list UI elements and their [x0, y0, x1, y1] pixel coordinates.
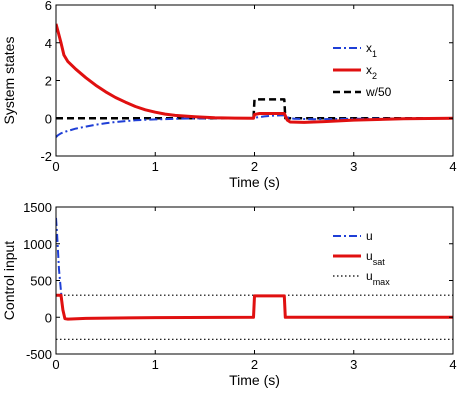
legend-label-subscript: 2: [372, 71, 377, 81]
axes-frame: [55, 206, 454, 355]
x-axis-label: Time (s): [229, 372, 280, 388]
legend-label: x2: [366, 63, 377, 81]
legend-label: w/50: [365, 85, 392, 99]
x-tick-label: 1: [152, 357, 159, 372]
y-axis-label: System states: [1, 37, 17, 125]
legend-label-subscript: 1: [372, 49, 377, 59]
y-tick-label: 500: [30, 274, 52, 289]
series-line-2: [56, 293, 453, 321]
x-tick-label: 0: [52, 357, 59, 372]
x-tick-label: 0: [52, 159, 59, 174]
legend-label: usat: [366, 249, 385, 267]
x-tick-label: 4: [449, 159, 456, 174]
x-tick-label: 2: [251, 159, 258, 174]
y-axis-label: Control input: [1, 241, 17, 320]
legend-label-subscript: sat: [373, 257, 386, 267]
y-tick-label: 1500: [23, 200, 52, 215]
legend: x1 x2 w/50: [333, 41, 392, 99]
legend: u usat umax: [333, 229, 390, 287]
x-tick-label: 2: [251, 357, 258, 372]
y-tick-label: -2: [40, 149, 52, 164]
y-tick-label: 2: [45, 74, 52, 89]
y-tick-label: -500: [26, 347, 52, 362]
legend-label-subscript: max: [373, 277, 391, 287]
legend-label: x1: [366, 41, 377, 59]
y-tick-label: 4: [45, 36, 52, 51]
plot-area: [56, 217, 453, 340]
legend-label: u: [366, 229, 373, 243]
x-tick-label: 4: [449, 357, 456, 372]
y-tick-label: 1000: [23, 237, 52, 252]
legend-label: umax: [366, 269, 390, 287]
plot-area: [56, 23, 453, 138]
axes-frame: [55, 4, 454, 157]
x-tick-label: 3: [350, 357, 357, 372]
y-tick-label: 0: [45, 111, 52, 126]
x-tick-label: 1: [152, 159, 159, 174]
x-axis-label: Time (s): [229, 174, 280, 190]
x-tick-label: 3: [350, 159, 357, 174]
y-tick-label: 6: [45, 0, 52, 13]
series-line-2: [56, 23, 453, 124]
y-tick-label: 0: [45, 310, 52, 325]
series-line-3: [56, 98, 453, 120]
